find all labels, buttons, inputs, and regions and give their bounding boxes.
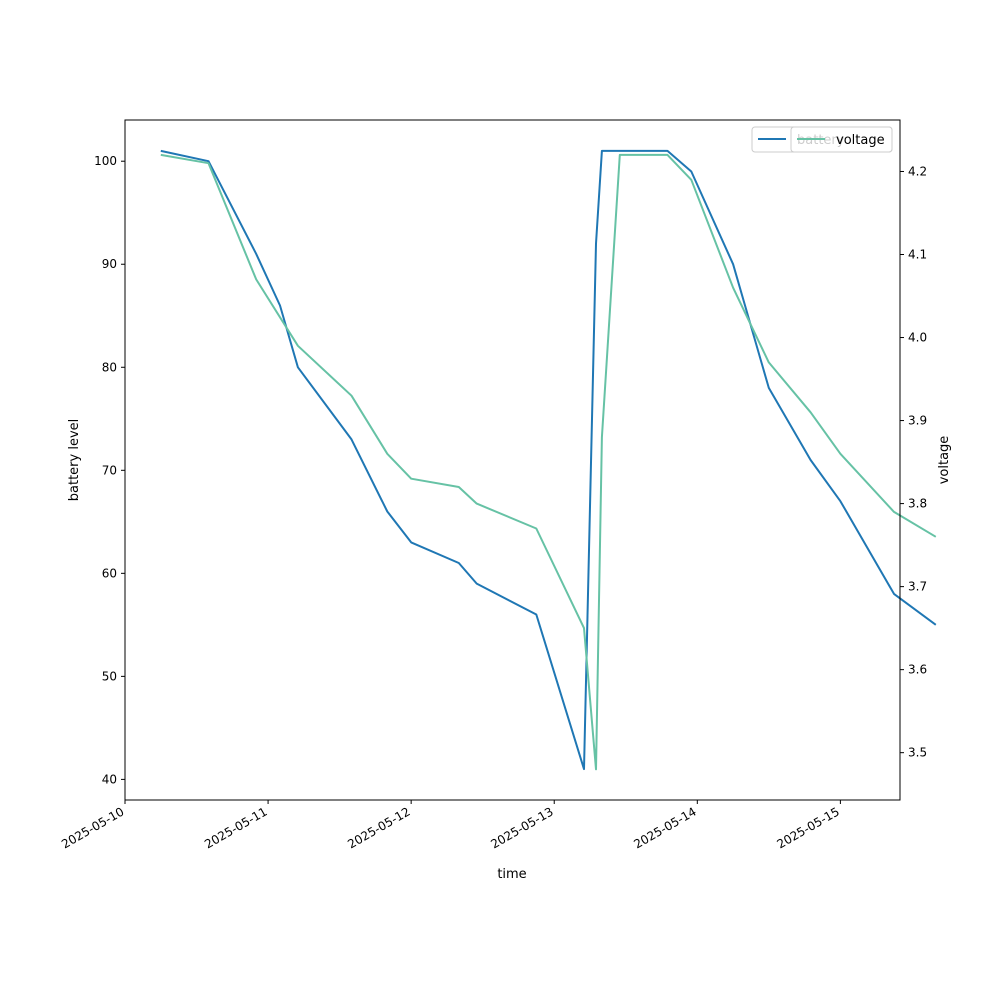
y-left-tick-label: 100: [94, 154, 117, 168]
y-left-tick-label: 70: [102, 463, 117, 477]
y-axis-right: 3.5 3.6 3.7 3.8 3.9 4.0 4.1 4.2: [900, 164, 927, 760]
y-axis-right-label: voltage: [937, 436, 952, 485]
legend-voltage-box: [790, 126, 893, 153]
y-axis-left: 40 50 60 70 80 90 100: [94, 154, 125, 786]
y-right-tick-label: 4.0: [908, 331, 927, 345]
y-right-tick-label: 3.5: [908, 746, 927, 760]
y-left-tick-label: 40: [102, 772, 117, 786]
y-right-tick-label: 3.9: [908, 414, 927, 428]
y-left-tick-label: 50: [102, 669, 117, 683]
y-left-tick-label: 80: [102, 360, 117, 374]
x-axis-label: time: [497, 867, 526, 882]
y-right-tick-label: 3.7: [908, 580, 927, 594]
y-left-tick-label: 90: [102, 257, 117, 271]
legend-voltage-label: voltage: [836, 133, 885, 148]
legend-voltage: voltage: [790, 126, 893, 153]
y-axis-left-label: battery level: [67, 419, 82, 502]
series-line-voltage: [160, 153, 937, 771]
series-line-battery: [160, 149, 937, 771]
y-left-tick-label: 60: [102, 566, 117, 580]
series-layer: [160, 149, 937, 771]
y-right-tick-label: 4.2: [908, 164, 927, 178]
plot-area-frame: [124, 119, 901, 801]
y-right-tick-label: 4.1: [908, 248, 927, 262]
y-right-tick-label: 3.8: [908, 497, 927, 511]
y-right-tick-label: 3.6: [908, 663, 927, 677]
